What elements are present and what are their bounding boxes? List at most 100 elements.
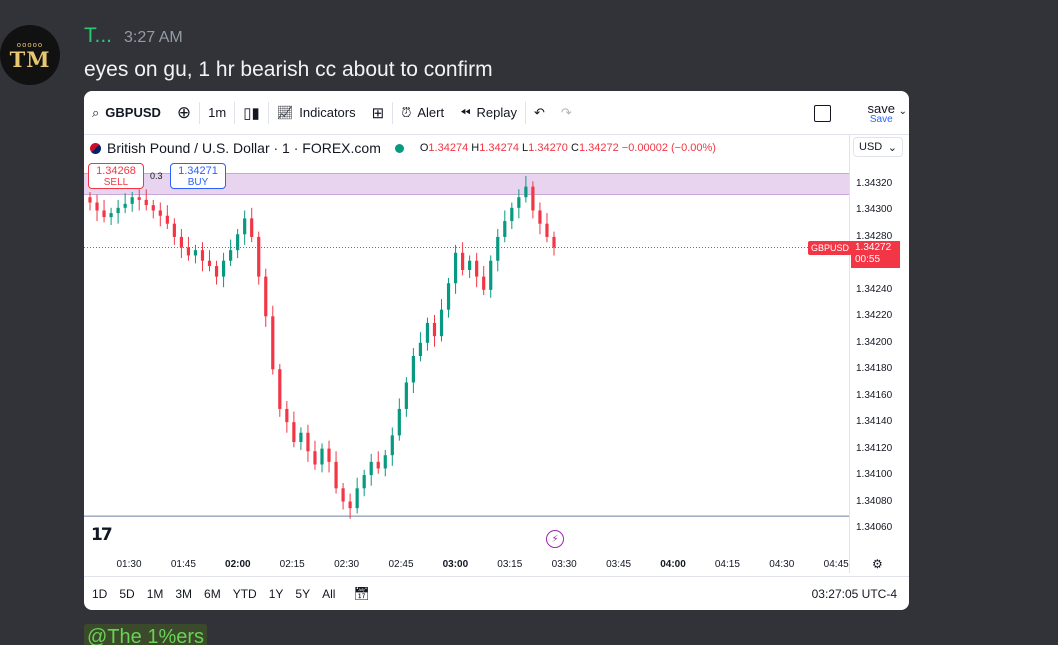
username[interactable]: T... bbox=[84, 24, 113, 47]
candle bbox=[116, 199, 120, 224]
symbol-search[interactable]: ⌕ GBPUSD bbox=[84, 98, 169, 128]
redo-button[interactable]: ↷ bbox=[553, 98, 580, 128]
candle bbox=[482, 266, 486, 296]
range-button-all[interactable]: All bbox=[322, 586, 336, 601]
candle bbox=[411, 348, 415, 394]
time-tick-label: 03:45 bbox=[606, 559, 632, 570]
message-header: T... 3:27 AM bbox=[84, 24, 183, 48]
candle bbox=[250, 207, 254, 243]
buy-label: BUY bbox=[187, 177, 209, 188]
candle bbox=[193, 244, 198, 264]
message-timestamp[interactable]: 3:27 AM bbox=[124, 29, 183, 46]
chart-clock[interactable]: 03:27:05 UTC-4 bbox=[811, 587, 897, 601]
candle bbox=[496, 228, 500, 272]
spread-value: 0.3 bbox=[150, 171, 163, 181]
alarm-clock-icon: ⏰︎ bbox=[401, 104, 412, 120]
time-tick-label: 04:30 bbox=[769, 559, 795, 570]
message-text: eyes on gu, 1 hr bearish cc about to con… bbox=[84, 58, 493, 81]
price-chart[interactable] bbox=[84, 91, 909, 610]
candle bbox=[327, 440, 331, 473]
candle bbox=[348, 493, 352, 519]
sell-button[interactable]: 1.34268 SELL bbox=[88, 163, 144, 189]
symbol-price-tag: GBPUSD bbox=[808, 241, 853, 255]
candle bbox=[461, 242, 465, 276]
candle bbox=[341, 483, 345, 510]
range-button-ytd[interactable]: YTD bbox=[232, 586, 257, 601]
compare-button[interactable]: ⊕ bbox=[169, 98, 199, 128]
time-tick-label: 01:30 bbox=[116, 559, 142, 570]
price-tick-label: 1.34100 bbox=[856, 469, 893, 481]
range-button-6m[interactable]: 6M bbox=[204, 586, 221, 601]
candle bbox=[257, 231, 261, 285]
candle bbox=[383, 449, 387, 477]
candle bbox=[236, 228, 240, 259]
alert-label: Alert bbox=[417, 105, 445, 120]
alert-button[interactable]: ⏰︎ Alert bbox=[393, 98, 452, 128]
market-open-icon bbox=[394, 143, 404, 153]
range-button-5d[interactable]: 5D bbox=[119, 586, 135, 601]
candle bbox=[109, 207, 113, 226]
price-axis-border bbox=[849, 135, 850, 573]
gear-icon[interactable]: ⚙︎ bbox=[872, 557, 883, 571]
layouts-button[interactable]: ⊞ bbox=[364, 98, 393, 128]
candle bbox=[221, 252, 226, 288]
range-button-1d[interactable]: 1D bbox=[92, 586, 108, 601]
candle bbox=[278, 363, 282, 417]
calendar-icon[interactable]: 📅︎ bbox=[353, 585, 370, 601]
role-mention[interactable]: @The 1%ers bbox=[84, 624, 208, 645]
candle bbox=[158, 202, 162, 227]
range-button-1y[interactable]: 1Y bbox=[268, 586, 284, 601]
toolbar-divider bbox=[392, 101, 394, 124]
instrument-title[interactable]: British Pound / U.S. Dollar · 1 · FOREX.… bbox=[107, 140, 381, 156]
user-avatar[interactable]: ooooo TM bbox=[0, 25, 60, 85]
candle bbox=[517, 189, 521, 219]
lightning-icon[interactable]: ⚡︎ bbox=[546, 530, 564, 548]
save-button[interactable]: save Save bbox=[868, 102, 895, 125]
candle bbox=[292, 411, 296, 448]
indicators-label: Indicators bbox=[299, 105, 356, 120]
buy-button[interactable]: 1.34271 BUY bbox=[170, 163, 226, 189]
price-tick-label: 1.34220 bbox=[856, 310, 893, 322]
candle bbox=[144, 189, 148, 211]
candle bbox=[489, 255, 493, 298]
time-tick-label: 01:45 bbox=[170, 559, 196, 570]
chevron-down-icon: ⌄ bbox=[887, 141, 897, 154]
symbol-label: GBPUSD bbox=[105, 105, 161, 120]
candle bbox=[207, 250, 212, 272]
time-tick-label: 03:15 bbox=[497, 559, 523, 570]
candle bbox=[165, 205, 169, 229]
currency-select[interactable]: USD ⌄ bbox=[853, 137, 903, 157]
price-tick-label: 1.34120 bbox=[856, 442, 893, 454]
candle bbox=[130, 191, 134, 212]
range-button-5y[interactable]: 5Y bbox=[295, 586, 311, 601]
candle bbox=[186, 236, 191, 261]
candle bbox=[137, 189, 141, 211]
tradingview-logo[interactable]: 17 bbox=[91, 525, 113, 545]
search-icon: ⌕ bbox=[92, 104, 100, 120]
grid-icon: ⊞ bbox=[371, 104, 385, 122]
price-tick-label: 1.34320 bbox=[856, 178, 893, 189]
candle bbox=[362, 469, 366, 497]
chevron-down-icon[interactable]: ⌄ bbox=[898, 106, 907, 117]
candle bbox=[425, 317, 430, 351]
time-tick-label: 04:15 bbox=[714, 559, 740, 570]
interval-label: 1m bbox=[208, 105, 227, 120]
supply-zone[interactable] bbox=[84, 173, 849, 195]
chart-image-embed[interactable]: ⌕ GBPUSD ⊕ 1m ▯▮ 📈︎ Indicators ⊞ ⏰︎ Aler… bbox=[84, 91, 909, 610]
range-button-1m[interactable]: 1M bbox=[146, 586, 164, 601]
candle bbox=[285, 400, 289, 433]
range-button-3m[interactable]: 3M bbox=[175, 586, 193, 601]
chart-type-button[interactable]: ▯▮ bbox=[235, 98, 268, 128]
interval-button[interactable]: 1m bbox=[200, 98, 234, 128]
fullscreen-icon[interactable] bbox=[814, 105, 831, 122]
candle bbox=[264, 268, 268, 327]
time-tick-label: 03:30 bbox=[551, 559, 577, 570]
indicators-button[interactable]: 📈︎ Indicators bbox=[269, 98, 364, 128]
replay-button[interactable]: ⏪︎ Replay bbox=[452, 98, 525, 128]
price-tick-label: 1.34080 bbox=[856, 495, 893, 507]
undo-icon: ↶ bbox=[533, 104, 545, 120]
candle bbox=[446, 277, 451, 318]
undo-button[interactable]: ↶ bbox=[526, 98, 553, 128]
candle bbox=[510, 202, 514, 229]
time-tick-label: 02:15 bbox=[279, 559, 305, 570]
